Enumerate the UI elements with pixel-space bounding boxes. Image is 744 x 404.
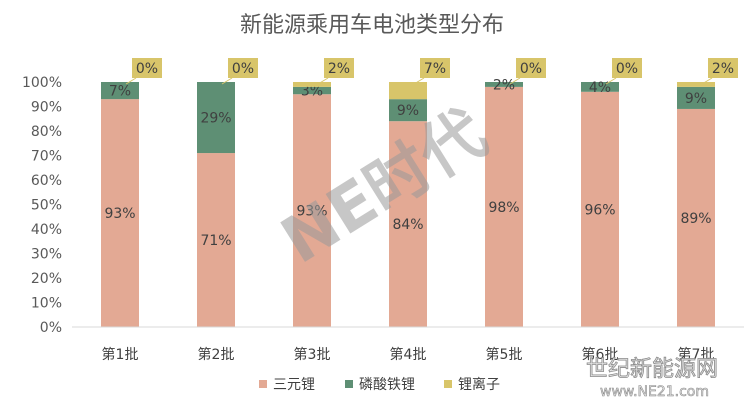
bar-segment xyxy=(389,99,427,122)
callout-label: 7% xyxy=(424,61,446,77)
callout-leader xyxy=(221,77,233,85)
callout-label: 0% xyxy=(616,61,638,77)
callout-label: 0% xyxy=(520,61,542,77)
data-label: 93% xyxy=(104,206,135,222)
data-label: 2% xyxy=(493,77,515,93)
x-tick-label: 第3批 xyxy=(294,346,331,363)
x-tick-label: 第1批 xyxy=(102,346,139,363)
data-label: 29% xyxy=(200,111,231,127)
x-tick-label: 第5批 xyxy=(486,346,523,363)
y-tick-label: 70% xyxy=(31,149,62,165)
callouts: 0% 0% 2% 7% 0% 0% 2% xyxy=(125,58,738,85)
bar-segment xyxy=(101,99,139,328)
legend-swatch xyxy=(444,380,452,388)
callout-leader xyxy=(701,77,713,85)
data-label: 93% xyxy=(296,204,327,220)
bar-segment xyxy=(197,153,235,327)
bars: 93% 7% 71% 29% 93% 3% 84% 9% 98% 2% 96% 4% 89% 9% xyxy=(101,77,715,328)
data-label: 71% xyxy=(200,233,231,249)
legend-label: 三元锂 xyxy=(273,377,315,393)
legend: 三元锂 磷酸铁锂 锂离子 xyxy=(259,376,500,393)
y-tick-label: 100% xyxy=(22,75,62,91)
callout-box xyxy=(516,58,546,78)
bar-segment xyxy=(293,86,331,95)
x-tick-label: 第6批 xyxy=(582,346,619,363)
legend-label: 锂离子 xyxy=(458,376,500,393)
bar-segment xyxy=(677,82,715,87)
callout-label: 0% xyxy=(232,61,254,77)
bar-segment xyxy=(293,82,331,87)
y-tick-label: 40% xyxy=(31,222,62,238)
data-label: 98% xyxy=(488,200,519,216)
callout-leader xyxy=(509,77,521,85)
callout-leader xyxy=(605,77,617,85)
y-tick-label: 80% xyxy=(31,124,62,140)
chart-title: 新能源乘用车电池类型分布 xyxy=(240,13,504,38)
y-tick-label: 0% xyxy=(40,320,62,336)
callout-label: 2% xyxy=(328,61,350,77)
y-tick-label: 20% xyxy=(31,271,62,287)
x-axis: 第1批 第2批 第3批 第4批 第5批 第6批 第7批 xyxy=(72,326,744,363)
bar-segment xyxy=(485,82,523,87)
callout-box xyxy=(132,58,162,78)
bar-segment xyxy=(197,82,235,154)
y-tick-label: 30% xyxy=(31,247,62,263)
site-logo-url: www.NE21.com xyxy=(600,384,709,400)
callout-label: 0% xyxy=(136,61,158,77)
callout-box xyxy=(708,58,738,78)
callout-box xyxy=(612,58,642,78)
x-tick-label: 第4批 xyxy=(390,346,427,363)
y-tick-label: 60% xyxy=(31,173,62,189)
site-logo-name: 世纪新能源网 xyxy=(586,357,718,382)
data-label: 9% xyxy=(397,103,419,119)
callout-box xyxy=(228,58,258,78)
x-tick-label: 第2批 xyxy=(198,346,235,363)
bar-segment xyxy=(677,108,715,327)
legend-label: 磷酸铁锂 xyxy=(359,377,415,393)
data-label: 4% xyxy=(589,80,611,96)
legend-swatch xyxy=(345,380,353,388)
callout-box xyxy=(324,58,354,78)
bar-segment xyxy=(389,121,427,327)
data-label: 3% xyxy=(301,84,323,100)
bar-segment xyxy=(389,82,427,100)
data-label: 7% xyxy=(109,84,131,100)
callout-leader xyxy=(317,77,329,85)
data-label: 96% xyxy=(584,202,615,218)
y-axis: 0% 10% 20% 30% 40% 50% 60% 70% 80% 90% 100% xyxy=(22,75,62,336)
y-tick-label: 90% xyxy=(31,100,62,116)
data-label: 89% xyxy=(680,211,711,227)
legend-swatch xyxy=(259,380,267,388)
bar-segment xyxy=(293,94,331,327)
y-tick-label: 10% xyxy=(31,296,62,312)
bar-segment xyxy=(101,82,139,100)
x-tick-label: 第7批 xyxy=(678,346,715,363)
data-label: 9% xyxy=(685,91,707,107)
bar-segment xyxy=(485,86,523,328)
callout-leader xyxy=(125,77,137,85)
bar-segment xyxy=(581,91,619,327)
callout-box xyxy=(420,58,450,78)
bar-segment xyxy=(677,86,715,109)
bar-segment xyxy=(581,82,619,92)
data-label: 84% xyxy=(392,217,423,233)
callout-leader xyxy=(413,77,425,85)
callout-label: 2% xyxy=(712,61,734,77)
y-tick-label: 50% xyxy=(31,198,62,214)
